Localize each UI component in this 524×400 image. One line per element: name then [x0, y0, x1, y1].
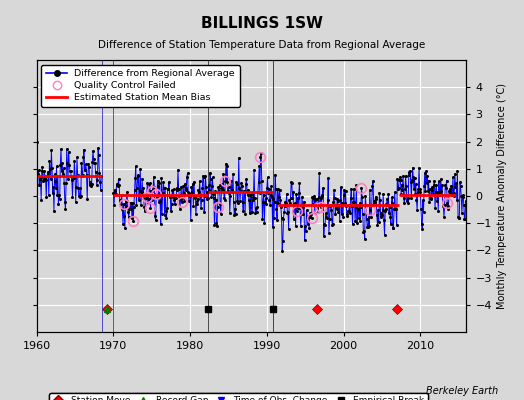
Text: Difference of Station Temperature Data from Regional Average: Difference of Station Temperature Data f… [99, 40, 425, 50]
Y-axis label: Monthly Temperature Anomaly Difference (°C): Monthly Temperature Anomaly Difference (… [497, 83, 507, 309]
Text: BILLINGS 1SW: BILLINGS 1SW [201, 16, 323, 31]
Text: Berkeley Earth: Berkeley Earth [425, 386, 498, 396]
Legend: Station Move, Record Gap, Time of Obs. Change, Empirical Break: Station Move, Record Gap, Time of Obs. C… [49, 393, 428, 400]
